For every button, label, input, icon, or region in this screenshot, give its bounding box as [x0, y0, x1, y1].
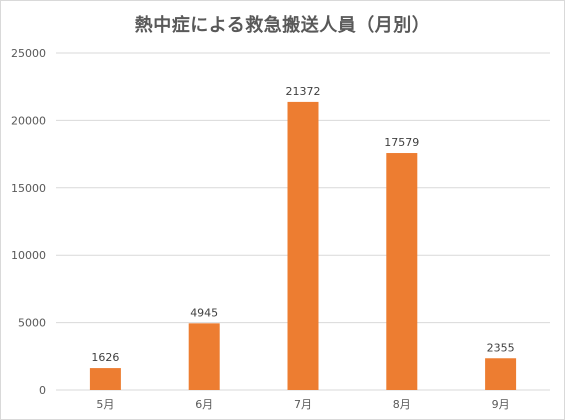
bar	[89, 368, 121, 390]
y-tick-label: 15000	[11, 182, 46, 195]
data-label: 2355	[487, 341, 515, 354]
x-category-label: 5月	[96, 398, 114, 411]
data-label: 1626	[91, 351, 119, 364]
data-label: 17579	[384, 136, 419, 149]
y-tick-label: 25000	[11, 47, 46, 60]
chart-title: 熱中症による救急搬送人員（月別）	[134, 15, 431, 36]
bar	[386, 153, 418, 390]
x-category-label: 7月	[294, 398, 312, 411]
x-category-label: 8月	[393, 398, 411, 411]
bar	[188, 323, 220, 390]
x-category-label: 6月	[195, 398, 213, 411]
bar	[287, 101, 319, 390]
x-category-label: 9月	[492, 398, 510, 411]
data-label: 4945	[190, 306, 218, 319]
y-tick-label: 0	[39, 384, 46, 397]
bar	[485, 358, 517, 390]
data-label: 21372	[286, 85, 321, 98]
y-tick-label: 10000	[11, 249, 46, 262]
y-tick-label: 20000	[11, 114, 46, 127]
y-tick-label: 5000	[18, 317, 46, 330]
